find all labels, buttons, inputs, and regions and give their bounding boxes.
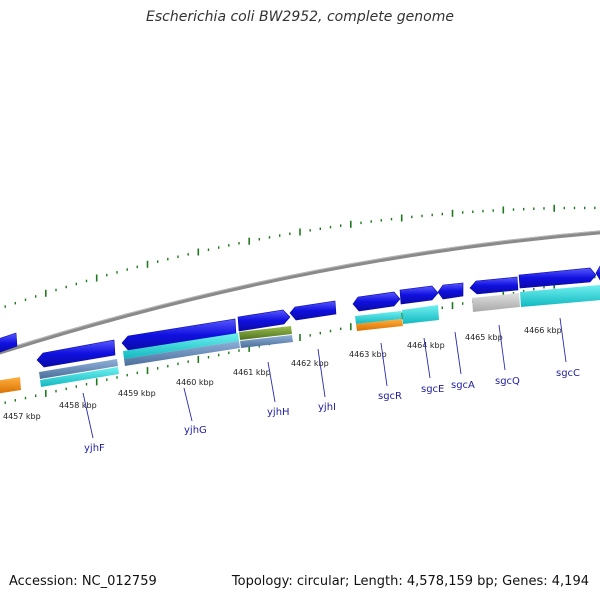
- gene-label-sgcr: sgcR: [378, 391, 402, 402]
- leader-line: [498, 324, 506, 371]
- annotation-bar: [240, 335, 293, 348]
- gene-label-sgcc: sgcC: [556, 368, 580, 379]
- leader-line: [317, 348, 326, 398]
- gene-feature: [289, 300, 337, 321]
- leader-line: [380, 342, 388, 387]
- annotation-bar: [239, 326, 292, 340]
- kbp-label: 4463 kbp: [349, 350, 387, 359]
- map-title: Escherichia coli BW2952, complete genome: [146, 9, 454, 25]
- kbp-label: 4459 kbp: [118, 389, 156, 398]
- kbp-label: 4458 kbp: [59, 401, 97, 410]
- kbp-scale: 4457 kbp 4458 kbp 4459 kbp 4460 kbp 4461…: [3, 326, 562, 421]
- gene-feature: [237, 309, 291, 332]
- gene-label-sgcq: sgcQ: [495, 376, 520, 387]
- annotation-bar: [39, 359, 118, 379]
- annotation-bars: [0, 285, 600, 394]
- annotation-bar: [0, 377, 21, 394]
- annotation-bar: [402, 305, 439, 324]
- annotation-bar: [520, 285, 600, 307]
- gene-feature: [469, 276, 519, 295]
- gene-feature: [437, 282, 464, 300]
- outer-tick-ring: [4, 204, 596, 308]
- annotation-bar: [123, 333, 239, 359]
- accession-text: Accession: NC_012759: [9, 574, 157, 589]
- annotation-bar: [40, 367, 119, 387]
- inner-tick-ring: [4, 275, 596, 404]
- annotation-bar: [355, 311, 402, 324]
- genome-backbone: [0, 230, 600, 355]
- genome-backbone-highlight: [0, 230, 600, 352]
- gene-feature: [595, 265, 600, 281]
- kbp-label: 4457 kbp: [3, 412, 41, 421]
- gene-label-yjhg: yjhG: [184, 425, 207, 436]
- leader-line: [423, 337, 431, 379]
- leader-line: [183, 387, 193, 422]
- kbp-label: 4460 kbp: [176, 378, 214, 387]
- annotation-bar: [472, 293, 520, 312]
- genome-summary-text: Topology: circular; Length: 4,578,159 bp…: [231, 574, 589, 589]
- gene-label-yjhh: yjhH: [267, 407, 290, 418]
- gene-leader-lines: [82, 317, 567, 439]
- gene-features: [0, 265, 600, 368]
- gene-labels: yjhF yjhG yjhH yjhI sgcR sgcE sgcA sgcQ …: [84, 368, 580, 454]
- gene-label-yjhf: yjhF: [84, 443, 105, 454]
- leader-line: [267, 361, 276, 403]
- kbp-label: 4464 kbp: [407, 341, 445, 350]
- gene-feature: [36, 339, 116, 368]
- kbp-label: 4462 kbp: [291, 359, 329, 368]
- gene-label-sgce: sgcE: [421, 384, 444, 395]
- gene-feature: [518, 267, 597, 289]
- kbp-label: 4461 kbp: [233, 368, 271, 377]
- gene-feature: [399, 285, 439, 305]
- leader-line: [82, 392, 94, 439]
- gene-feature: [352, 291, 401, 312]
- gene-label-sgca: sgcA: [451, 380, 475, 391]
- kbp-label: 4466 kbp: [524, 326, 562, 335]
- leader-line: [559, 317, 567, 363]
- annotation-bar: [356, 319, 403, 331]
- gene-label-yjhi: yjhI: [318, 402, 336, 413]
- gene-feature: [0, 332, 18, 353]
- annotation-bar: [124, 341, 240, 366]
- kbp-label: 4465 kbp: [465, 333, 503, 342]
- leader-line: [454, 331, 462, 375]
